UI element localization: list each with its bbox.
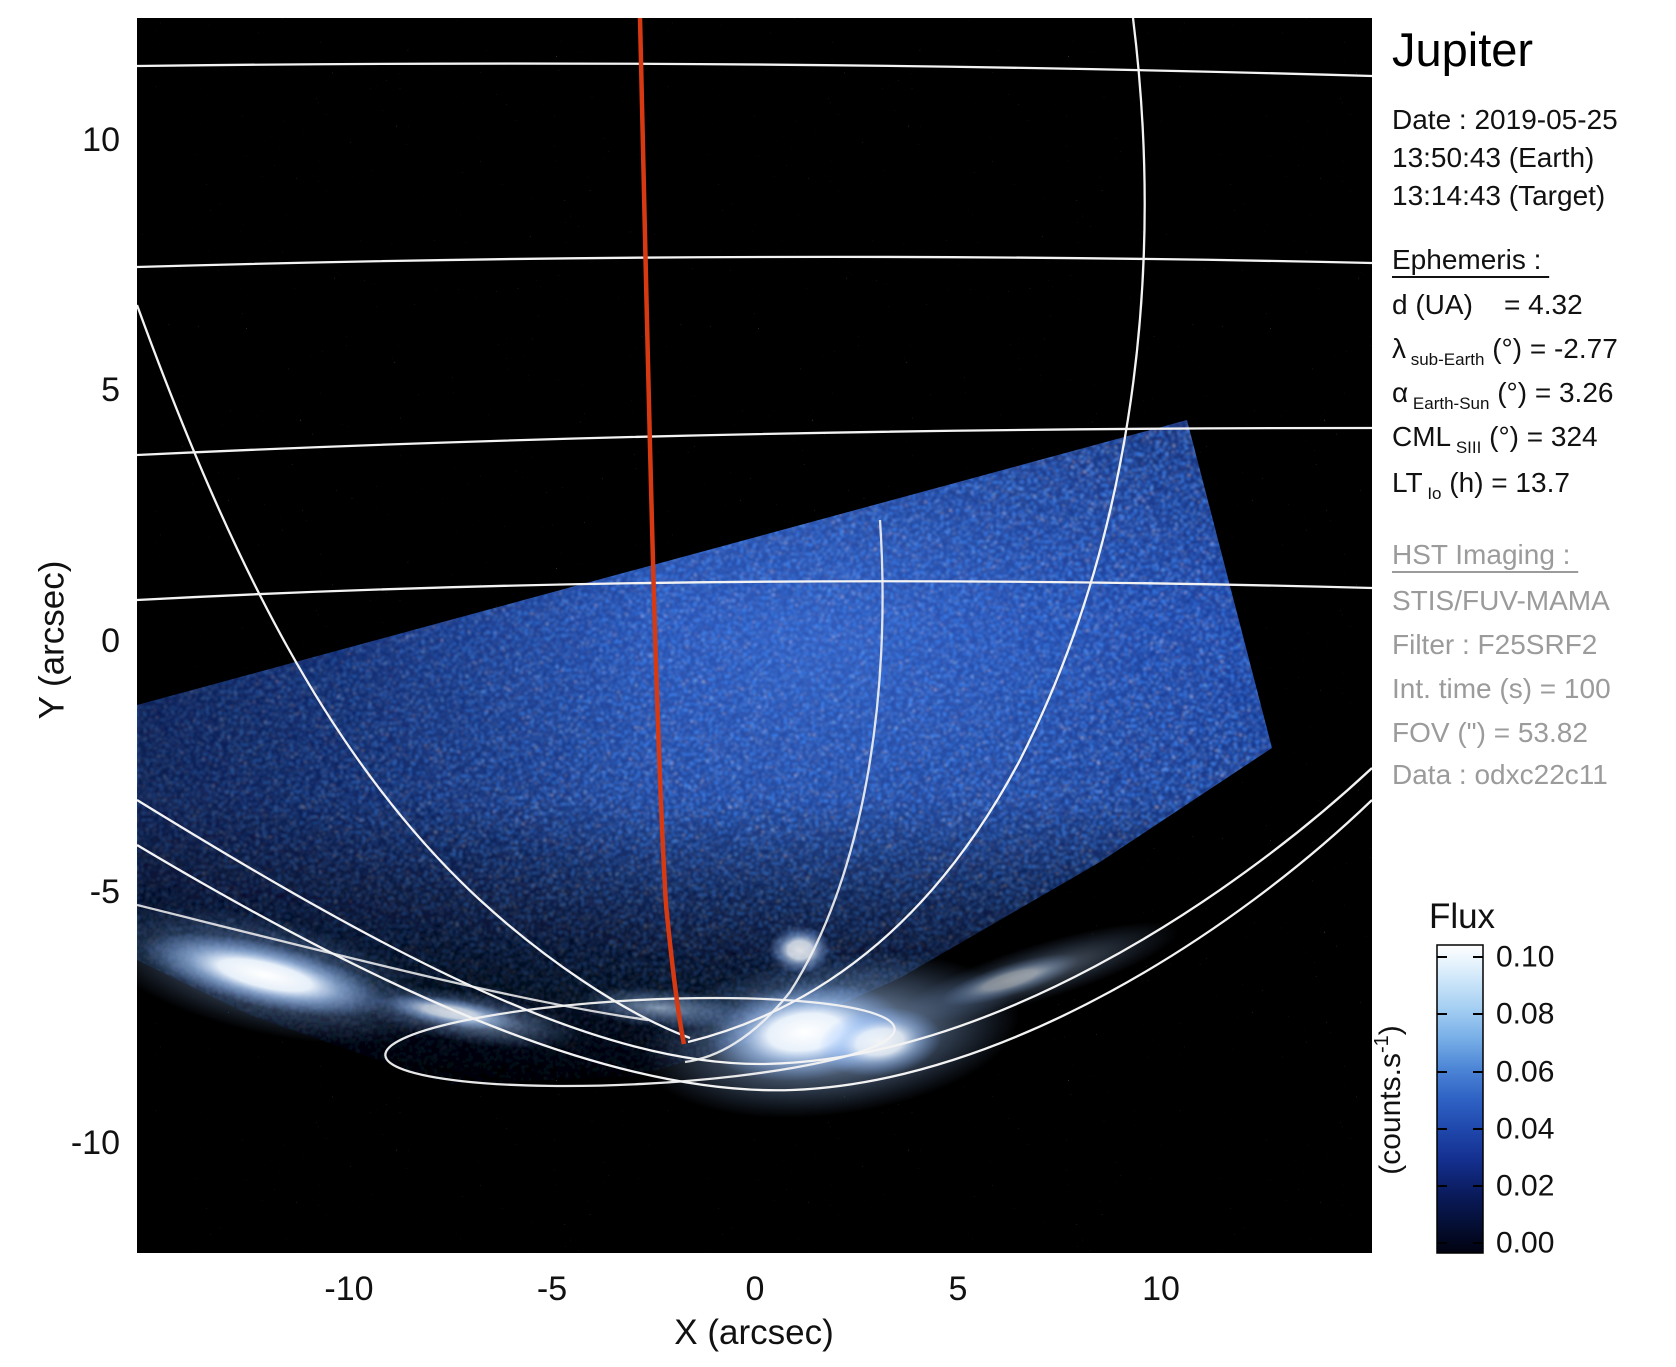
colorbar-title: Flux [1429,897,1496,936]
colorbar-tick-label: 0.00 [1496,1227,1554,1260]
y-tick-label: -5 [90,873,120,911]
ephemeris-heading: Ephemeris : [1392,244,1550,275]
latitude-line [137,255,1372,269]
unit-pre: (counts.s [1374,1053,1407,1175]
eph-value: (°) = 3.26 [1489,377,1614,408]
limb-arc-inner [137,799,1372,1092]
eph-value: (°) = -2.77 [1484,333,1618,364]
eph-subscript: Earth-Sun [1408,394,1490,413]
latitude-line [137,580,1372,602]
eph-value: (h) = 13.7 [1441,467,1570,498]
eph-value: (°) = 324 [1481,421,1598,452]
latitude-line [137,62,1372,78]
meridian-left [137,304,691,1040]
x-tick-label: 0 [746,1270,765,1308]
limb-arc-outer [137,767,1372,1066]
meridian-right [687,18,1146,1044]
time-earth-line: 13:50:43 (Earth) [1392,142,1595,173]
ephemeris-row-alpha: α Earth-Sun (°) = 3.26 [1392,377,1613,414]
y-tick-label: 10 [82,121,120,159]
aurora-left-arc [142,933,388,1017]
y-tick-label: 0 [101,622,120,660]
x-axis-title: X (arcsec) [674,1313,833,1352]
date-line: Date : 2019-05-25 [1392,104,1618,135]
eph-symbol: CML [1392,421,1452,452]
aurora-left-tail-core [380,994,520,1030]
x-tick-label: 10 [1142,1270,1180,1308]
y-tick-label: -10 [71,1124,120,1162]
x-tick-label: -10 [324,1270,373,1308]
hst-dataset: Data : odxc22c11 [1392,759,1608,790]
hst-int-time: Int. time (s) = 100 [1392,673,1611,704]
aurora-secondary-spot [768,926,832,974]
colorbar-gradient [1436,944,1484,1254]
eph-value: = 4.32 [1472,289,1583,320]
colorbar-tick-label: 0.02 [1496,1170,1554,1203]
eph-symbol: λ [1392,333,1406,364]
colorbar-tick-label: 0.06 [1496,1056,1554,1089]
auroral-oval [384,996,896,1088]
colorbar-tick-label: 0.10 [1496,941,1554,974]
y-axis-title: Y (arcsec) [33,561,72,720]
eph-symbol: d (UA) [1392,289,1473,320]
eph-subscript: Io [1422,484,1442,503]
x-tick-label: -5 [537,1270,567,1308]
meridian-mid [684,519,884,1064]
ephemeris-row-cml: CML SIII (°) = 324 [1392,421,1598,458]
ephemeris-row-lt: LT Io (h) = 13.7 [1392,467,1570,504]
unit-sup: -1 [1371,1035,1393,1053]
eph-symbol: LT [1392,467,1423,498]
time-target-line: 13:14:43 (Target) [1392,180,1606,211]
colorbar-tick-label: 0.08 [1496,998,1554,1031]
hst-filter: Filter : F25SRF2 [1392,629,1598,660]
colorbar-tick-label: 0.04 [1496,1113,1554,1146]
colorbar-unit-label: (counts.s-1) [1371,1025,1407,1175]
hst-instrument: STIS/FUV-MAMA [1392,585,1610,616]
ephemeris-row-lambda: λ sub-Earth (°) = -2.77 [1392,333,1618,370]
eph-symbol: α [1392,377,1409,408]
eph-subscript: sub-Earth [1406,350,1485,369]
latitude-low-arc [137,903,649,1022]
ephemeris-row-d: d (UA) = 4.32 [1392,289,1583,326]
aurora-main-core2 [818,1007,942,1077]
unit-post: ) [1374,1025,1407,1035]
y-tick-label: 5 [101,371,120,409]
page-title: Jupiter [1392,23,1534,76]
hst-heading: HST Imaging : [1392,539,1579,570]
eph-subscript: SIII [1451,438,1482,457]
hst-fov: FOV (") = 53.82 [1392,717,1588,748]
latitude-line [137,426,1372,457]
colorbar: Flux 0.10 0.08 0.06 0.04 0.02 0.00 (coun… [1371,897,1554,1260]
x-tick-label: 5 [949,1270,968,1308]
aurora-right-arc-core [940,953,1080,1007]
red-meridian-line [637,18,687,1045]
graticule [137,18,1372,1092]
